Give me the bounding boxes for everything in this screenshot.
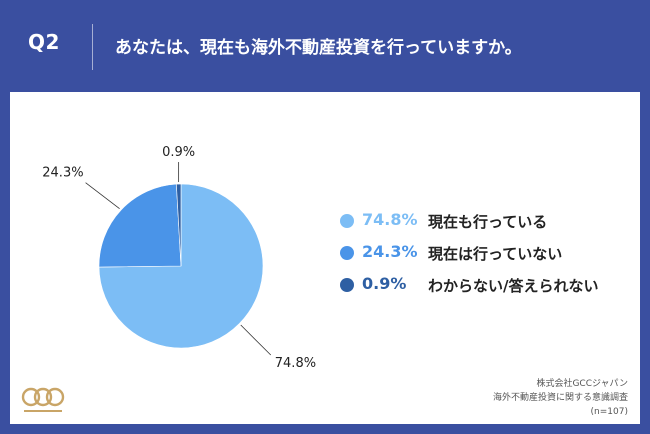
pie-slice <box>98 183 182 268</box>
legend-label: 現在も行っている <box>428 213 548 231</box>
legend-percent: 0.9% <box>362 274 407 293</box>
gcc-logo <box>21 387 65 412</box>
footer-company: 株式会社GCCジャパン <box>536 379 628 389</box>
callout-line <box>85 182 120 210</box>
legend-swatch <box>340 214 354 228</box>
legend-percent: 74.8% <box>362 210 418 229</box>
legend-label: わからない/答えられない <box>428 277 599 295</box>
legend-swatch <box>340 278 354 292</box>
question-number: Q2 <box>28 30 60 54</box>
callout-line <box>240 324 272 356</box>
question-header: Q2 あなたは、現在も海外不動産投資を行っていますか。 <box>0 0 650 92</box>
slice-data-label: 74.8% <box>275 356 316 371</box>
footer-sample: (n=107) <box>590 407 628 417</box>
footer-survey: 海外不動産投資に関する意識調査 <box>492 393 628 403</box>
slice-data-label: 0.9% <box>162 145 195 160</box>
slice-data-label: 24.3% <box>42 166 83 181</box>
pie-slice <box>176 183 182 267</box>
legend-swatch <box>340 246 354 260</box>
header-divider <box>92 24 93 70</box>
question-text: あなたは、現在も海外不動産投資を行っていますか。 <box>115 38 522 58</box>
legend-label: 現在は行っていない <box>428 245 563 263</box>
pie-slice <box>98 183 264 349</box>
legend-percent: 24.3% <box>362 242 418 261</box>
footer-note: 株式会社GCCジャパン 海外不動産投資に関する意識調査 (n=107) <box>493 377 628 419</box>
